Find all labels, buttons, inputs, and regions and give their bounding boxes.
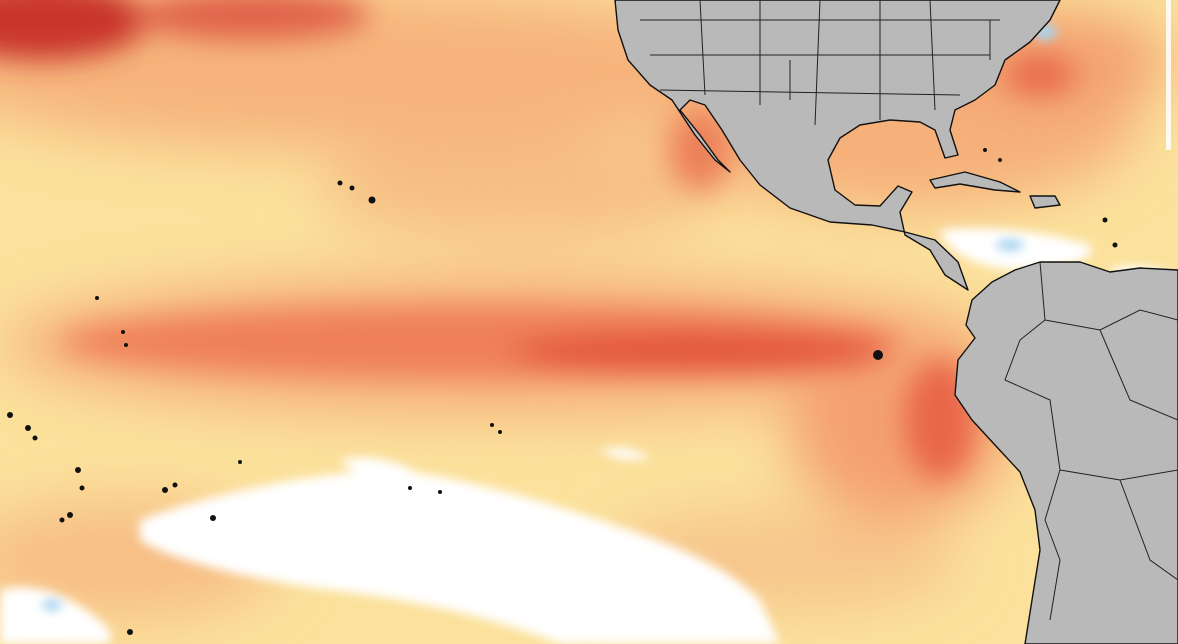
land xyxy=(614,0,1178,644)
scrollbar xyxy=(1166,0,1171,150)
borders xyxy=(640,0,1178,621)
south-america xyxy=(954,261,1178,644)
islands xyxy=(7,148,1118,635)
hispaniola xyxy=(1029,195,1061,209)
cuba xyxy=(929,171,1021,193)
north-america xyxy=(614,0,1061,291)
